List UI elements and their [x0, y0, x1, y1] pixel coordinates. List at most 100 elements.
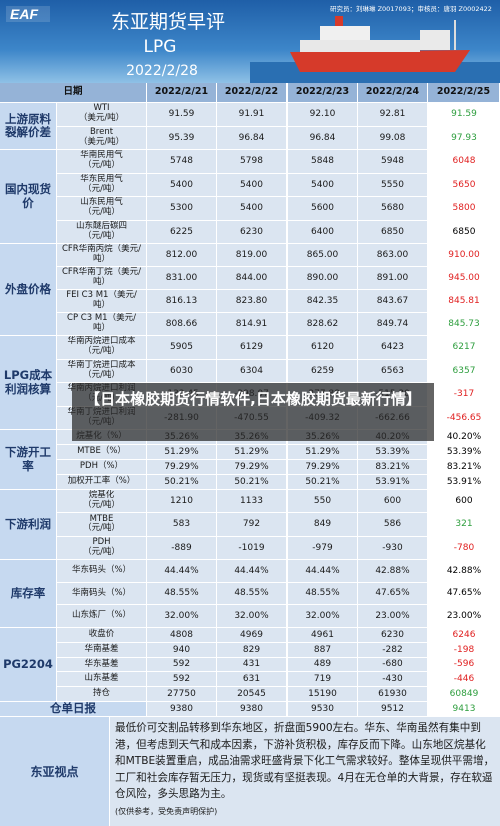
row-label-line: FEI C3 M1（美元/ — [66, 290, 137, 301]
date: 2022/2/25 — [436, 86, 491, 98]
value-cell: 9380 — [217, 702, 287, 717]
value: 1133 — [240, 495, 263, 506]
value: 1210 — [170, 495, 193, 506]
value: 586 — [383, 519, 402, 530]
value: 5680 — [381, 203, 404, 214]
value: 6225 — [170, 226, 193, 237]
value-cell: 48.55% — [217, 582, 287, 606]
value: 592 — [172, 674, 191, 685]
header-cell: 日期 — [0, 83, 147, 103]
value-cell: 47.65% — [428, 582, 500, 606]
row-label-line: 收盘价 — [88, 629, 115, 640]
value-cell: 831.00 — [147, 267, 217, 290]
value: 5800 — [452, 203, 476, 214]
value-cell: 844.00 — [217, 267, 287, 290]
value-cell: 5550 — [358, 173, 428, 197]
value-cell: 40.20% — [428, 430, 500, 445]
value-cell: -430 — [358, 672, 428, 688]
value-cell: 5600 — [288, 197, 358, 221]
row-label-line: （元/吨） — [83, 546, 120, 557]
value-cell: -446 — [428, 672, 500, 688]
value-cell: -456.65 — [428, 406, 500, 430]
row-label-line: Brent — [89, 126, 114, 137]
row-label-line: 华东民用气 — [80, 173, 123, 184]
value: 27750 — [167, 688, 196, 699]
section-name: 国内现货价 — [5, 182, 51, 210]
row-label: 华南丁烷进口成本 （元/吨） — [57, 359, 147, 383]
row-label-line: 吨） — [92, 323, 110, 333]
row-label-line: （元/吨） — [83, 230, 120, 241]
value: 812.00 — [165, 249, 198, 260]
section-name: 上游原料裂解价差 — [5, 111, 51, 139]
value: -1019 — [238, 542, 265, 553]
value: 95.39 — [168, 132, 195, 143]
row-label-line: WTI — [93, 103, 110, 114]
value-cell: 97.93 — [428, 126, 500, 150]
row-label-line: 华东码头（%） — [71, 564, 132, 575]
value: 6563 — [381, 365, 404, 376]
value: 6048 — [452, 156, 476, 167]
value: 6400 — [311, 226, 334, 237]
value: 5400 — [240, 203, 263, 214]
value: 489 — [313, 659, 332, 670]
value: 865.00 — [306, 249, 339, 260]
section-name: 外盘价格 — [5, 281, 51, 296]
value-cell: 42.88% — [358, 559, 428, 583]
value: 91.59 — [451, 109, 477, 120]
value-cell: 592 — [147, 657, 217, 673]
value-cell: 6304 — [217, 359, 287, 383]
value: 79.29% — [164, 461, 199, 472]
value-cell: 583 — [147, 513, 217, 537]
value: 44.44% — [234, 565, 269, 576]
value: 910.00 — [448, 249, 480, 260]
value-cell: 91.59 — [147, 103, 217, 127]
value-cell: 1133 — [217, 490, 287, 514]
row-label-line: 华南丙烷进口成本 — [67, 336, 136, 347]
row-label: 山东炼厂（%） — [57, 605, 147, 628]
value-cell: 5400 — [147, 173, 217, 197]
value: -430 — [382, 674, 403, 685]
value-cell: 600 — [428, 490, 500, 514]
row-label-line: 吨） — [92, 277, 110, 287]
row-label-line: 华南丁烷进口成本 — [67, 359, 136, 370]
row-label: FEI C3 M1（美元/吨） — [57, 290, 147, 313]
value: 816.13 — [165, 295, 198, 306]
value-cell: 48.55% — [288, 582, 358, 606]
row-label-line: 加权开工率（%） — [67, 476, 136, 487]
value-cell: 592 — [147, 672, 217, 688]
row-label: 加权开工率（%） — [57, 475, 147, 490]
value-cell: 51.29% — [147, 445, 217, 460]
value: 819.00 — [235, 249, 268, 260]
value-cell: 44.44% — [288, 559, 358, 583]
value: 83.21% — [375, 461, 410, 472]
row-label: 收盘价 — [57, 628, 147, 643]
value-cell: 6357 — [428, 359, 500, 383]
value-cell: 586 — [358, 513, 428, 537]
date: 2022/2/22 — [224, 86, 279, 98]
value-cell: -596 — [428, 657, 500, 673]
value: 6357 — [452, 365, 476, 376]
value: 4961 — [311, 629, 334, 640]
value-cell: 6400 — [288, 220, 358, 244]
value: 42.88% — [446, 565, 482, 576]
value-cell: -317 — [428, 383, 500, 407]
section-label: 下游开工率 — [0, 430, 57, 490]
section-label: LPG成本利润核算 — [0, 336, 57, 430]
header-cell: 2022/2/24 — [358, 83, 428, 103]
value-cell: 5948 — [358, 150, 428, 174]
value: 23.00% — [446, 610, 482, 621]
value-cell: 5400 — [217, 197, 287, 221]
value: 6246 — [452, 629, 476, 640]
value: 4969 — [240, 629, 263, 640]
value-cell: 550 — [288, 490, 358, 514]
value-cell: 83.21% — [358, 460, 428, 475]
value: 79.29% — [234, 461, 269, 472]
value: 831.00 — [165, 272, 198, 283]
value: 6259 — [311, 365, 334, 376]
value-cell: 92.81 — [358, 103, 428, 127]
value-cell: 940 — [147, 642, 217, 658]
value-cell: 6850 — [428, 220, 500, 244]
value-cell: 95.39 — [147, 126, 217, 150]
value: 5748 — [170, 156, 193, 167]
value: 6230 — [381, 629, 404, 640]
